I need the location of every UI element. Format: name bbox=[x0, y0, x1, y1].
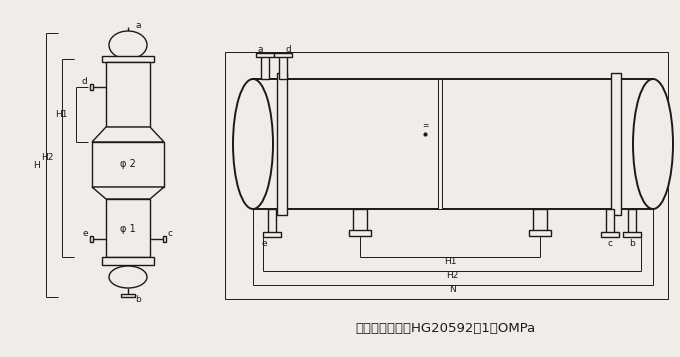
Bar bbox=[102, 56, 154, 62]
Text: φ 1: φ 1 bbox=[120, 224, 136, 234]
Bar bbox=[263, 232, 281, 237]
Bar bbox=[225, 52, 668, 299]
Text: 法兰使用标准：HG20592．1．OMPa: 法兰使用标准：HG20592．1．OMPa bbox=[355, 322, 535, 336]
Bar bbox=[623, 232, 641, 237]
Text: H2: H2 bbox=[446, 272, 458, 281]
Bar bbox=[92, 142, 164, 187]
Ellipse shape bbox=[633, 79, 673, 209]
Bar bbox=[529, 230, 551, 236]
Text: H1: H1 bbox=[444, 257, 456, 266]
Bar bbox=[90, 236, 93, 242]
Bar bbox=[106, 62, 150, 127]
Bar bbox=[606, 209, 614, 233]
Text: N: N bbox=[449, 286, 456, 295]
Text: e: e bbox=[261, 240, 267, 248]
Bar bbox=[628, 209, 636, 233]
Text: c: c bbox=[167, 230, 173, 238]
Bar bbox=[102, 257, 154, 265]
Text: =: = bbox=[422, 121, 428, 131]
Text: c: c bbox=[607, 240, 613, 248]
Bar bbox=[353, 209, 367, 231]
Bar bbox=[106, 199, 150, 257]
Text: a: a bbox=[257, 45, 262, 54]
Text: e: e bbox=[82, 230, 88, 238]
Polygon shape bbox=[92, 127, 164, 142]
Bar bbox=[253, 79, 653, 209]
Bar bbox=[438, 79, 442, 209]
Ellipse shape bbox=[233, 79, 273, 209]
Bar bbox=[611, 73, 621, 215]
Bar bbox=[121, 33, 135, 36]
Text: H: H bbox=[33, 161, 40, 170]
Bar bbox=[256, 53, 274, 57]
Ellipse shape bbox=[109, 266, 147, 288]
Bar bbox=[121, 294, 135, 297]
Text: d: d bbox=[285, 45, 291, 54]
Ellipse shape bbox=[109, 31, 147, 59]
Text: b: b bbox=[629, 240, 635, 248]
Bar bbox=[163, 236, 166, 242]
Bar bbox=[279, 55, 287, 79]
Text: a: a bbox=[135, 20, 141, 30]
Text: H1: H1 bbox=[56, 110, 68, 119]
Bar bbox=[533, 209, 547, 231]
Text: d: d bbox=[81, 76, 87, 85]
Bar bbox=[90, 84, 93, 90]
Bar bbox=[261, 55, 269, 79]
Polygon shape bbox=[92, 187, 164, 199]
Text: H2: H2 bbox=[41, 154, 54, 162]
Bar bbox=[277, 73, 287, 215]
Bar bbox=[274, 53, 292, 57]
Text: b: b bbox=[135, 296, 141, 305]
Bar bbox=[268, 209, 276, 233]
Bar bbox=[349, 230, 371, 236]
Text: φ 2: φ 2 bbox=[120, 159, 136, 169]
Bar bbox=[601, 232, 619, 237]
